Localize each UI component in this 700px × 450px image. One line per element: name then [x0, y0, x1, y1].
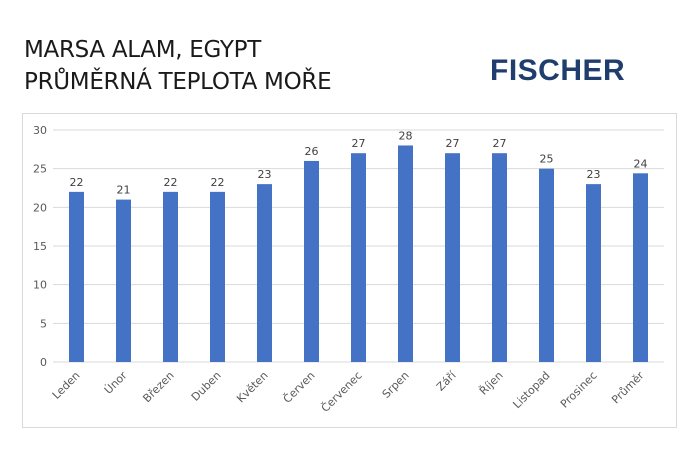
y-tick-label: 20 — [33, 201, 47, 214]
title-line-1: MARSA ALAM, EGYPT — [24, 37, 261, 63]
bar — [116, 199, 131, 362]
x-category-label: Duben — [189, 369, 224, 404]
data-label: 26 — [305, 145, 319, 158]
x-category-label: Červenec — [319, 369, 365, 415]
y-tick-label: 30 — [33, 124, 47, 137]
title-line-2: PRŮMĚRNÁ TEPLOTA MOŘE — [24, 69, 332, 95]
x-category-label: Listopad — [510, 369, 552, 411]
fischer-logo: FISCHER — [490, 54, 626, 87]
bar — [210, 191, 225, 362]
data-label: 25 — [540, 153, 554, 166]
y-tick-label: 10 — [33, 279, 47, 292]
data-label: 22 — [211, 176, 225, 189]
data-label: 23 — [258, 168, 272, 181]
data-label: 23 — [587, 168, 601, 181]
data-label: 22 — [164, 176, 178, 189]
chart-title: MARSA ALAM, EGYPT PRŮMĚRNÁ TEPLOTA MOŘE — [24, 34, 332, 98]
x-category-label: Červen — [281, 369, 318, 406]
data-label: 28 — [399, 129, 413, 142]
x-category-label: Květen — [234, 369, 270, 405]
x-category-label: Březen — [140, 369, 176, 405]
bar — [445, 153, 460, 362]
x-category-label: Leden — [50, 369, 83, 402]
y-tick-label: 5 — [40, 317, 47, 330]
chart-frame — [22, 113, 677, 428]
data-label: 27 — [493, 137, 507, 150]
data-label: 21 — [117, 184, 131, 197]
bar — [257, 184, 272, 362]
bar — [398, 145, 413, 362]
y-tick-label: 25 — [33, 163, 47, 176]
y-tick-label: 0 — [40, 356, 47, 369]
data-label: 27 — [352, 137, 366, 150]
bar — [163, 191, 178, 362]
bar — [69, 191, 84, 362]
x-category-label: Průměr — [609, 369, 647, 407]
bar — [539, 168, 554, 362]
x-category-label: Říjen — [477, 369, 506, 398]
bar — [586, 184, 601, 362]
x-category-label: Únor — [102, 369, 130, 397]
x-category-label: Prosinec — [558, 369, 600, 411]
bar — [492, 153, 507, 362]
data-label: 24 — [634, 157, 648, 170]
bar — [633, 173, 648, 362]
data-label: 27 — [446, 137, 460, 150]
x-category-label: Srpen — [380, 369, 412, 401]
bar — [304, 160, 319, 362]
data-label: 22 — [70, 176, 84, 189]
x-category-label: Září — [434, 368, 459, 393]
bar — [351, 153, 366, 362]
y-tick-label: 15 — [33, 240, 47, 253]
